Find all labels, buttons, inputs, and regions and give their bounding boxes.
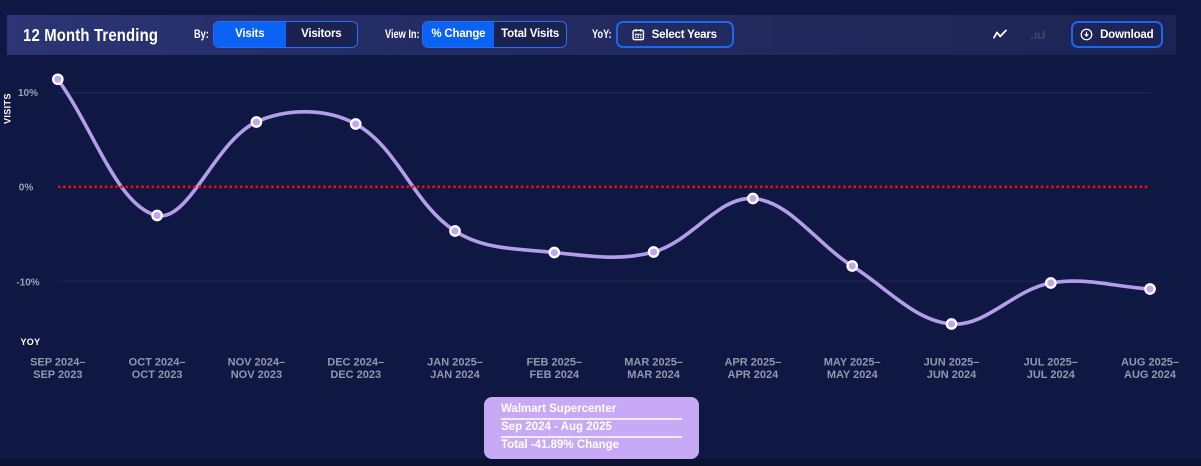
svg-text:AUG 2024: AUG 2024 bbox=[1124, 369, 1177, 381]
svg-text:JUN 2024: JUN 2024 bbox=[927, 369, 977, 381]
svg-text:OCT 2023: OCT 2023 bbox=[132, 369, 183, 381]
svg-text:NOV 2024–: NOV 2024– bbox=[228, 357, 285, 369]
svg-text:MAR 2024: MAR 2024 bbox=[627, 369, 680, 381]
svg-text:JAN 2025–: JAN 2025– bbox=[427, 357, 483, 369]
svg-text:JUN 2025–: JUN 2025– bbox=[924, 357, 980, 369]
svg-text:JUL 2025–: JUL 2025– bbox=[1024, 357, 1078, 369]
svg-text:DEC 2023: DEC 2023 bbox=[330, 369, 381, 381]
svg-text:MAY 2025–: MAY 2025– bbox=[824, 357, 881, 369]
svg-text:FEB 2024: FEB 2024 bbox=[530, 369, 580, 381]
svg-text:JUL 2024: JUL 2024 bbox=[1027, 369, 1076, 381]
svg-text:OCT 2024–: OCT 2024– bbox=[129, 357, 186, 369]
svg-text:VISITS: VISITS bbox=[3, 93, 13, 124]
svg-text:NOV 2023: NOV 2023 bbox=[231, 369, 282, 381]
svg-text:10%: 10% bbox=[18, 88, 38, 99]
svg-text:APR 2025–: APR 2025– bbox=[724, 357, 781, 369]
svg-text:JAN 2024: JAN 2024 bbox=[430, 369, 480, 381]
svg-text:SEP 2023: SEP 2023 bbox=[33, 369, 82, 381]
svg-text:0%: 0% bbox=[19, 183, 34, 194]
svg-text:APR 2024: APR 2024 bbox=[728, 369, 780, 381]
svg-text:MAR 2025–: MAR 2025– bbox=[624, 357, 683, 369]
svg-text:MAY 2024: MAY 2024 bbox=[827, 369, 879, 381]
svg-text:-10%: -10% bbox=[16, 278, 39, 289]
svg-text:SEP 2024–: SEP 2024– bbox=[30, 357, 85, 369]
svg-text:FEB 2025–: FEB 2025– bbox=[526, 357, 582, 369]
svg-text:YOY: YOY bbox=[21, 337, 41, 347]
svg-text:AUG 2025–: AUG 2025– bbox=[1121, 357, 1179, 369]
svg-text:DEC 2024–: DEC 2024– bbox=[327, 357, 384, 369]
